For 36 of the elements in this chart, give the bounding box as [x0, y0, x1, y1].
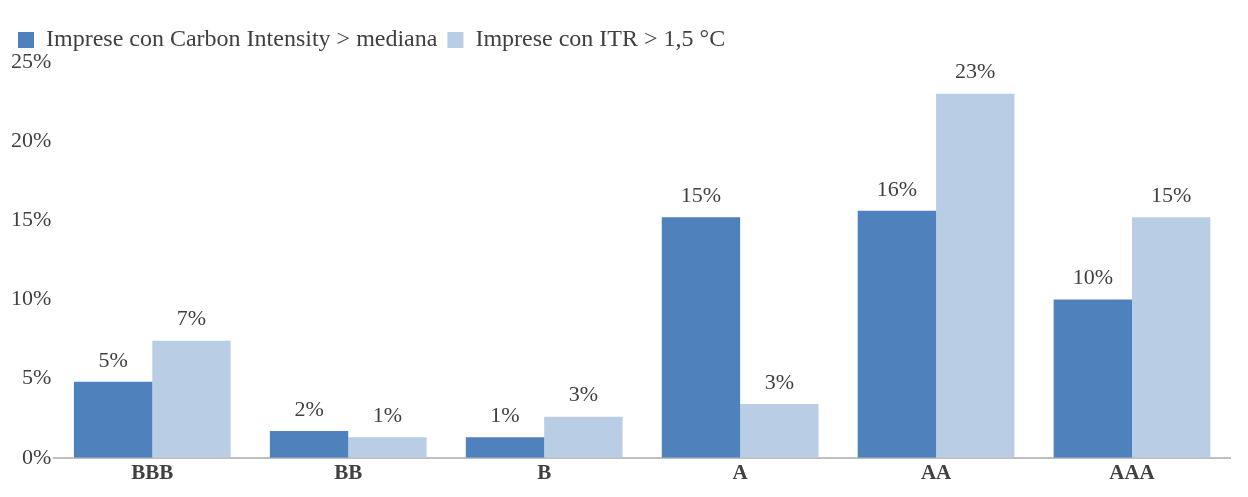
bar [465, 437, 545, 458]
bar [348, 437, 427, 458]
data-label: 15% [680, 181, 722, 207]
bar [1132, 217, 1211, 458]
bar [661, 217, 741, 458]
y-tick-label: 10% [11, 285, 52, 311]
bar [544, 416, 623, 458]
data-label: 15% [1151, 181, 1192, 207]
y-tick-label: 20% [11, 126, 52, 152]
y-tick-label: 0% [22, 443, 52, 469]
data-label: 3% [764, 368, 794, 394]
bar [936, 93, 1015, 458]
bar [269, 430, 349, 458]
data-label: 10% [1072, 264, 1113, 290]
data-label: 5% [98, 346, 128, 372]
bar [857, 210, 937, 458]
data-label: 2% [294, 395, 324, 421]
x-tick-label: A [732, 459, 749, 484]
bar [152, 340, 231, 458]
legend-label: Imprese con ITR > 1,5 °C [475, 25, 726, 52]
bar [73, 381, 153, 458]
x-tick-label: B [537, 459, 552, 484]
y-tick-label: 15% [11, 206, 52, 232]
x-tick-label: AA [920, 459, 953, 484]
data-label: 23% [955, 58, 996, 84]
x-tick-label: BBB [131, 459, 174, 484]
bar [740, 403, 819, 458]
data-label: 7% [176, 305, 207, 331]
x-tick-label: AAA [1109, 459, 1156, 484]
data-label: 1% [372, 402, 403, 427]
x-tick-label: BB [334, 459, 363, 484]
data-label: 1% [490, 402, 520, 427]
data-label: 16% [876, 175, 918, 201]
y-tick-label: 5% [22, 364, 52, 390]
data-label: 3% [568, 381, 599, 407]
bar [1053, 299, 1133, 458]
